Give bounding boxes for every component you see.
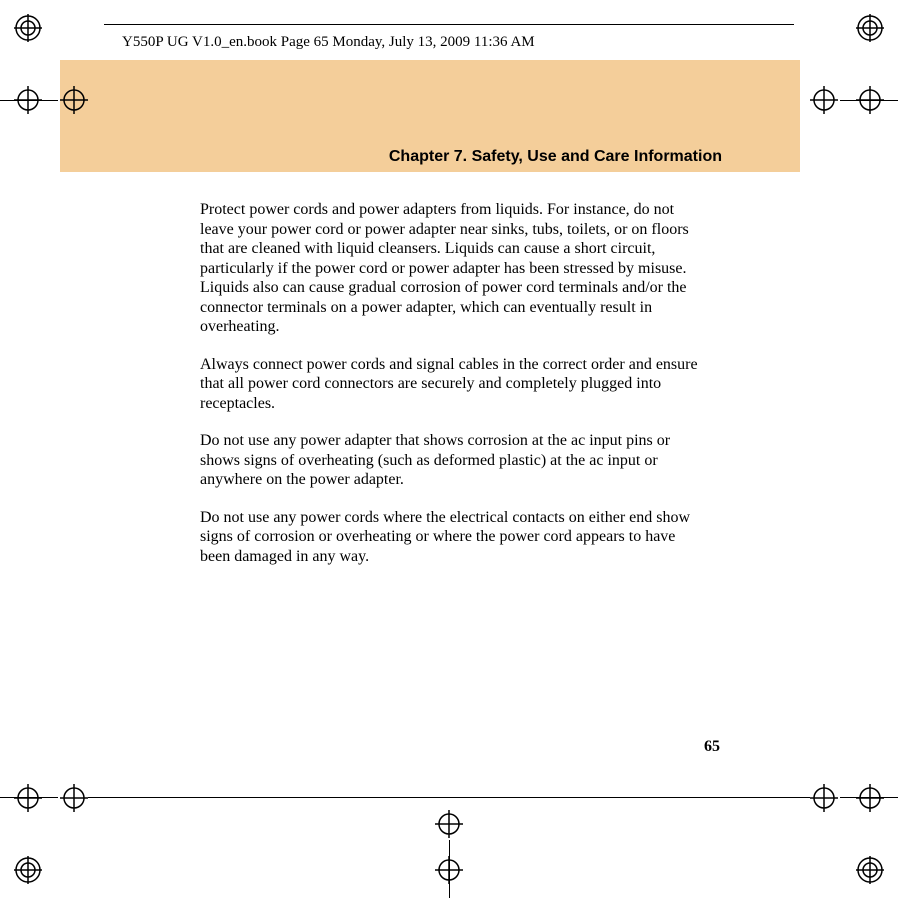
reg-mark-bl-icon bbox=[14, 784, 42, 812]
reg-line-bottom-v bbox=[449, 840, 450, 898]
paragraph-4: Do not use any power cords where the ele… bbox=[200, 508, 700, 567]
reg-line-left-h bbox=[0, 100, 58, 101]
header-slug: Y550P UG V1.0_en.book Page 65 Monday, Ju… bbox=[122, 34, 535, 51]
paragraph-3: Do not use any power adapter that shows … bbox=[200, 431, 700, 490]
crop-mark-bottom-left-icon bbox=[14, 856, 42, 884]
reg-mark-bl2-icon bbox=[60, 784, 88, 812]
paragraph-2: Always connect power cords and signal ca… bbox=[200, 355, 700, 414]
header-rule bbox=[104, 24, 794, 25]
reg-mark-bottom-center2-icon bbox=[435, 810, 463, 838]
reg-line-br-h bbox=[840, 797, 898, 798]
chapter-title: Chapter 7. Safety, Use and Care Informat… bbox=[60, 148, 722, 166]
body-text: Protect power cords and power adapters f… bbox=[200, 200, 700, 584]
crop-mark-top-right-icon bbox=[856, 14, 884, 42]
reg-line-bl-h bbox=[0, 797, 58, 798]
paragraph-1: Protect power cords and power adapters f… bbox=[200, 200, 700, 337]
page-number: 65 bbox=[704, 738, 720, 756]
reg-mark-br-icon bbox=[856, 784, 884, 812]
crop-mark-bottom-right-icon bbox=[856, 856, 884, 884]
reg-mark-right2-icon bbox=[810, 86, 838, 114]
reg-line-right-h bbox=[840, 100, 898, 101]
reg-line-bottom-h bbox=[88, 797, 810, 798]
crop-mark-top-left-icon bbox=[14, 14, 42, 42]
reg-mark-br2-icon bbox=[810, 784, 838, 812]
